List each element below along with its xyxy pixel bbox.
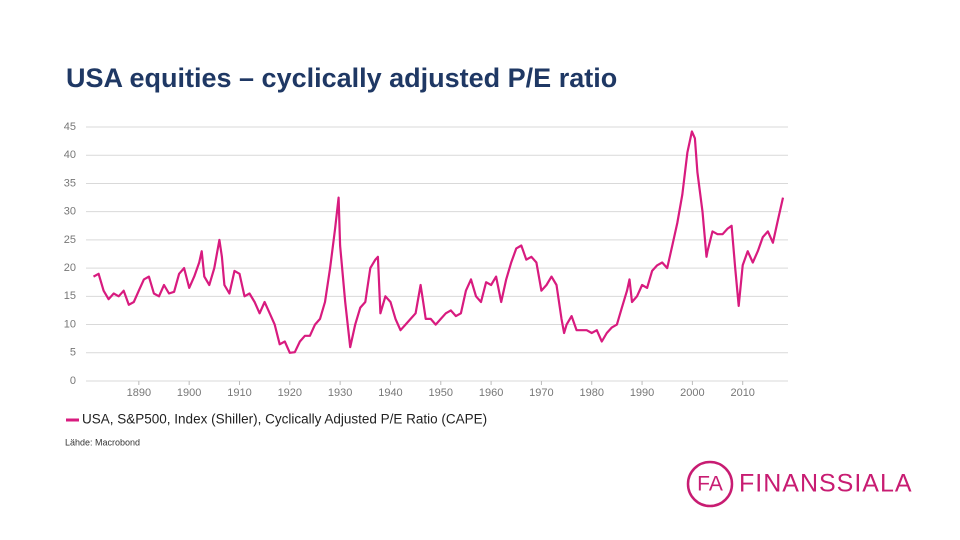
y-tick-label: 40 [64,149,76,161]
y-tick-label: 5 [70,347,76,359]
y-tick-label: 0 [70,375,76,387]
y-tick-label: 45 [64,121,76,133]
y-tick-label: 35 [64,177,76,189]
logo-mark: FA [697,473,723,496]
y-tick-label: 15 [64,290,76,302]
x-tick-label: 1940 [378,387,402,399]
x-tick-label: 1950 [429,387,453,399]
y-tick-label: 20 [64,262,76,274]
x-tick-label: 2010 [730,387,754,399]
x-tick-label: 1910 [227,387,251,399]
x-tick-label: 1960 [479,387,503,399]
x-tick-label: 1930 [328,387,352,399]
legend-label: USA, S&P500, Index (Shiller), Cyclically… [82,412,487,427]
x-tick-label: 1990 [630,387,654,399]
y-tick-label: 25 [64,234,76,246]
x-tick-label: 1890 [127,387,151,399]
x-tick-label: 1980 [579,387,603,399]
logo-circle [686,460,734,508]
y-tick-label: 10 [64,318,76,330]
x-tick-label: 1920 [278,387,302,399]
y-tick-label: 30 [64,206,76,218]
cape-line [92,130,785,354]
x-tick-label: 2000 [680,387,704,399]
slide-title: USA equities – cyclically adjusted P/E r… [66,63,617,93]
x-tick-label: 1970 [529,387,553,399]
x-tick-label: 1900 [177,387,201,399]
logo-text: FINANSSIALA [739,470,913,498]
source: Lähde: Macrobond [65,437,140,447]
